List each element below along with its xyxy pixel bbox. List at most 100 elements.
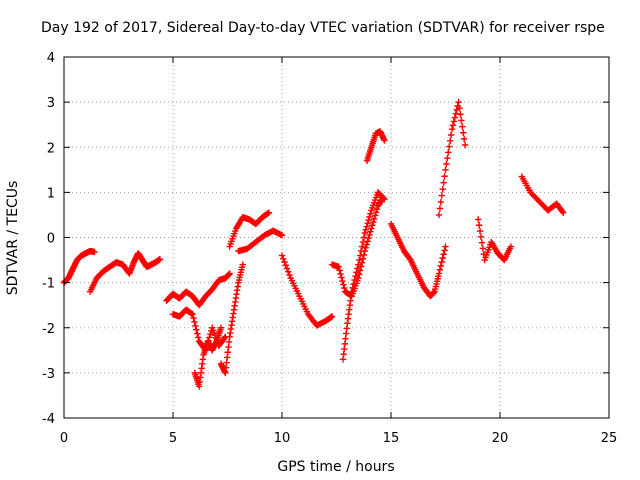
data-point — [336, 267, 343, 274]
data-point — [191, 318, 198, 326]
data-point — [281, 258, 288, 266]
data-point — [278, 232, 286, 239]
data-point — [448, 126, 456, 133]
y-tick-label: 0 — [47, 232, 55, 247]
series-arc-11 — [339, 189, 388, 363]
data-point — [367, 210, 374, 217]
data-point — [461, 141, 469, 149]
chart-title: Day 192 of 2017, Sidereal Day-to-day VTE… — [41, 20, 605, 36]
data-point — [369, 222, 376, 229]
data-point — [221, 334, 228, 342]
data-point — [507, 243, 515, 250]
data-point — [362, 244, 369, 252]
data-point — [280, 255, 287, 262]
series-arc-8 — [235, 227, 286, 255]
data-point — [477, 233, 485, 241]
data-point — [440, 179, 447, 186]
data-point — [455, 98, 462, 106]
y-tick-label: 2 — [47, 141, 55, 156]
data-point — [479, 245, 487, 252]
data-point — [362, 226, 369, 233]
data-point — [436, 266, 444, 273]
data-point — [380, 194, 387, 202]
data-point — [437, 198, 445, 206]
data-point — [442, 166, 449, 174]
x-tick-label: 15 — [383, 431, 400, 446]
series-arc-12 — [363, 128, 388, 164]
series-arc-14 — [435, 98, 469, 219]
series-arc-15 — [475, 216, 515, 264]
data-point — [367, 228, 374, 235]
data-point — [438, 192, 445, 199]
data-point — [360, 234, 368, 241]
data-point — [265, 209, 273, 216]
data-point — [189, 311, 196, 318]
data-point — [435, 211, 443, 219]
data-point — [348, 288, 355, 295]
axis-ticks: 0 5 10 15 20 25 -4 -3 -2 -1 0 1 2 3 4 — [42, 51, 617, 446]
x-tick-label: 5 — [169, 431, 177, 446]
data-point — [476, 227, 484, 235]
data-point — [192, 322, 199, 330]
data-point — [226, 270, 233, 277]
series-arc-10 — [328, 195, 386, 300]
y-tick-label: 4 — [47, 51, 55, 66]
series-arc-3 — [163, 270, 233, 309]
series-arc-13 — [387, 220, 449, 300]
data-point — [459, 123, 466, 130]
data-point — [339, 277, 346, 285]
y-tick-label: 1 — [47, 186, 55, 201]
data-point — [356, 252, 364, 259]
data-point — [195, 334, 202, 341]
series-arc-2 — [86, 250, 164, 295]
data-point — [193, 326, 200, 333]
data-point — [443, 160, 450, 168]
data-point — [440, 251, 447, 258]
data-point — [337, 270, 344, 278]
data-point — [350, 280, 357, 288]
data-point — [286, 271, 293, 279]
data-point — [365, 216, 372, 224]
data-point — [363, 223, 370, 230]
data-point — [206, 334, 213, 341]
data-point — [358, 243, 366, 250]
series-arc-9 — [278, 252, 336, 329]
data-point — [370, 218, 377, 226]
data-point — [283, 265, 291, 272]
data-point — [351, 276, 358, 284]
data-point — [352, 272, 359, 280]
x-tick-label: 20 — [492, 431, 509, 446]
data-point — [371, 212, 379, 219]
data-point — [449, 122, 457, 129]
data-point — [370, 215, 378, 223]
data-point — [373, 205, 381, 213]
data-point — [357, 247, 365, 255]
data-point — [356, 256, 363, 264]
data-point — [446, 137, 454, 145]
data-point — [282, 262, 289, 269]
x-tick-label: 10 — [274, 431, 291, 446]
data-point — [366, 231, 373, 239]
y-tick-label: -4 — [42, 412, 55, 427]
data-point — [437, 262, 445, 270]
data-point — [207, 330, 214, 338]
data-point — [475, 222, 483, 229]
data-point — [341, 284, 348, 292]
data-point — [239, 261, 246, 268]
data-point — [442, 243, 449, 250]
grid-lines — [64, 57, 609, 418]
series-arc-7 — [226, 209, 273, 250]
data-point — [447, 131, 455, 139]
data-point — [381, 137, 388, 144]
data-point — [460, 129, 467, 136]
data-point — [349, 284, 356, 291]
data-point — [361, 229, 369, 237]
data-point — [364, 220, 371, 227]
series-arc-5 — [191, 324, 225, 390]
x-tick-label: 25 — [601, 431, 618, 446]
data-point — [457, 111, 464, 118]
data-point — [451, 114, 459, 121]
y-tick-label: 3 — [47, 96, 55, 111]
y-tick-label: -1 — [42, 277, 55, 292]
